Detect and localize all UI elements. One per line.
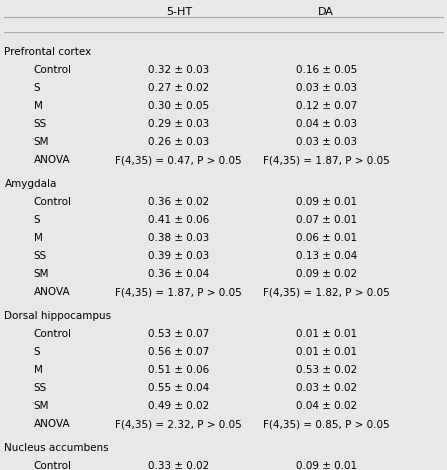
Text: 0.33 ± 0.02: 0.33 ± 0.02 [148,461,210,470]
Text: F(4,35) = 1.82, P > 0.05: F(4,35) = 1.82, P > 0.05 [263,287,390,298]
Text: S: S [34,215,40,225]
Text: F(4,35) = 2.32, P > 0.05: F(4,35) = 2.32, P > 0.05 [115,419,242,430]
Text: M: M [34,233,42,243]
Text: Control: Control [34,329,72,339]
Text: Control: Control [34,65,72,75]
Text: 0.09 ± 0.01: 0.09 ± 0.01 [296,461,357,470]
Text: 0.41 ± 0.06: 0.41 ± 0.06 [148,215,210,225]
Text: 0.32 ± 0.03: 0.32 ± 0.03 [148,65,210,75]
Text: M: M [34,101,42,111]
Text: 0.09 ± 0.02: 0.09 ± 0.02 [296,269,357,279]
Text: S: S [34,83,40,93]
Text: 0.01 ± 0.01: 0.01 ± 0.01 [296,329,357,339]
Text: 0.55 ± 0.04: 0.55 ± 0.04 [148,383,210,393]
Text: 0.30 ± 0.05: 0.30 ± 0.05 [148,101,209,111]
Text: 0.03 ± 0.03: 0.03 ± 0.03 [296,83,357,93]
Text: 5-HT: 5-HT [166,7,192,17]
Text: ANOVA: ANOVA [34,155,70,165]
Text: Control: Control [34,197,72,207]
Text: Control: Control [34,461,72,470]
Text: 0.29 ± 0.03: 0.29 ± 0.03 [148,119,210,129]
Text: F(4,35) = 1.87, P > 0.05: F(4,35) = 1.87, P > 0.05 [263,155,390,165]
Text: 0.13 ± 0.04: 0.13 ± 0.04 [295,251,357,261]
Text: SS: SS [34,251,47,261]
Text: SM: SM [34,269,49,279]
Text: DA: DA [318,7,334,17]
Text: 0.26 ± 0.03: 0.26 ± 0.03 [148,137,210,147]
Text: 0.09 ± 0.01: 0.09 ± 0.01 [296,197,357,207]
Text: 0.38 ± 0.03: 0.38 ± 0.03 [148,233,210,243]
Text: 0.04 ± 0.03: 0.04 ± 0.03 [296,119,357,129]
Text: 0.07 ± 0.01: 0.07 ± 0.01 [296,215,357,225]
Text: M: M [34,365,42,375]
Text: 0.12 ± 0.07: 0.12 ± 0.07 [295,101,357,111]
Text: SM: SM [34,401,49,411]
Text: 0.01 ± 0.01: 0.01 ± 0.01 [296,347,357,357]
Text: ANOVA: ANOVA [34,287,70,298]
Text: Dorsal hippocampus: Dorsal hippocampus [4,311,112,321]
Text: 0.53 ± 0.07: 0.53 ± 0.07 [148,329,210,339]
Text: Amygdala: Amygdala [4,179,57,189]
Text: SM: SM [34,137,49,147]
Text: 0.04 ± 0.02: 0.04 ± 0.02 [296,401,357,411]
Text: SS: SS [34,383,47,393]
Text: 0.49 ± 0.02: 0.49 ± 0.02 [148,401,210,411]
Text: 0.56 ± 0.07: 0.56 ± 0.07 [148,347,210,357]
Text: 0.39 ± 0.03: 0.39 ± 0.03 [148,251,210,261]
Text: 0.36 ± 0.04: 0.36 ± 0.04 [148,269,210,279]
Text: 0.53 ± 0.02: 0.53 ± 0.02 [295,365,357,375]
Text: SS: SS [34,119,47,129]
Text: ANOVA: ANOVA [34,419,70,430]
Text: F(4,35) = 0.85, P > 0.05: F(4,35) = 0.85, P > 0.05 [263,419,390,430]
Text: 0.51 ± 0.06: 0.51 ± 0.06 [148,365,210,375]
Text: F(4,35) = 1.87, P > 0.05: F(4,35) = 1.87, P > 0.05 [115,287,242,298]
Text: S: S [34,347,40,357]
Text: 0.03 ± 0.02: 0.03 ± 0.02 [296,383,357,393]
Text: 0.36 ± 0.02: 0.36 ± 0.02 [148,197,210,207]
Text: 0.16 ± 0.05: 0.16 ± 0.05 [295,65,357,75]
Text: 0.06 ± 0.01: 0.06 ± 0.01 [296,233,357,243]
Text: 0.03 ± 0.03: 0.03 ± 0.03 [296,137,357,147]
Text: F(4,35) = 0.47, P > 0.05: F(4,35) = 0.47, P > 0.05 [115,155,242,165]
Text: 0.27 ± 0.02: 0.27 ± 0.02 [148,83,210,93]
Text: Prefrontal cortex: Prefrontal cortex [4,47,92,57]
Text: Nucleus accumbens: Nucleus accumbens [4,443,109,453]
